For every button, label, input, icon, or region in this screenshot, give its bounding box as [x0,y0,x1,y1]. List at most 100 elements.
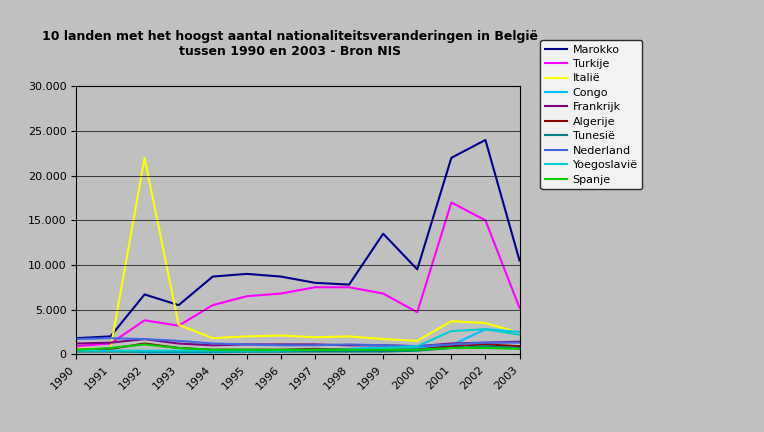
Marokko [413,267,422,272]
Marokko [345,282,354,287]
Tunesië [515,346,524,351]
Turkije [345,285,354,290]
Congo [515,329,524,334]
Tunesië [379,349,388,354]
Marokko [310,280,319,286]
Nederland [208,341,217,346]
Turkije [447,200,456,205]
Yoegoslavië [481,327,490,332]
Line: Yoegoslavië: Yoegoslavië [76,329,520,351]
Line: Tunesië: Tunesië [76,346,520,352]
Spanje [413,347,422,353]
Frankrijk [208,343,217,348]
Marokko [379,231,388,236]
Line: Marokko: Marokko [76,140,520,338]
Congo [447,343,456,348]
Algerije [106,346,115,352]
Italië [379,337,388,342]
Turkije [140,318,149,323]
Turkije [515,305,524,311]
Algerije [481,342,490,347]
Turkije [174,323,183,328]
Algerije [242,347,251,353]
Algerije [174,346,183,351]
Italië [72,346,81,352]
Spanje [106,346,115,351]
Italië [447,319,456,324]
Turkije [208,302,217,308]
Spanje [208,347,217,353]
Marokko [174,302,183,308]
Yoegoslavië [140,348,149,353]
Nederland [515,340,524,345]
Turkije [106,341,115,346]
Tunesië [140,349,149,354]
Marokko [208,274,217,279]
Italië [515,330,524,335]
Italië [277,333,286,338]
Yoegoslavië [413,343,422,349]
Italië [242,334,251,339]
Algerije [413,347,422,353]
Algerije [447,343,456,349]
Tunesië [310,349,319,354]
Frankrijk [379,343,388,348]
Yoegoslavië [310,347,319,353]
Congo [310,348,319,353]
Algerije [208,347,217,353]
Marokko [140,292,149,297]
Congo [481,327,490,332]
Congo [277,349,286,354]
Tunesië [174,349,183,354]
Nederland [72,337,81,342]
Frankrijk [515,339,524,344]
Legend: Marokko, Turkije, Italië, Congo, Frankrijk, Algerije, Tunesië, Nederland, Yoegos: Marokko, Turkije, Italië, Congo, Frankri… [540,40,643,189]
Algerije [345,347,354,353]
Nederland [174,338,183,343]
Yoegoslavië [72,348,81,353]
Tunesië [277,349,286,354]
Nederland [277,343,286,348]
Line: Nederland: Nederland [76,338,520,346]
Turkije [72,343,81,349]
Turkije [277,291,286,296]
Tunesië [413,348,422,353]
Algerije [310,346,319,352]
Nederland [310,343,319,348]
Frankrijk [72,341,81,346]
Yoegoslavië [277,348,286,353]
Tunesië [345,349,354,354]
Frankrijk [413,343,422,349]
Marokko [277,274,286,279]
Turkije [379,291,388,296]
Yoegoslavië [242,348,251,353]
Spanje [345,347,354,353]
Yoegoslavië [515,332,524,337]
Nederland [106,336,115,341]
Congo [208,350,217,355]
Nederland [481,340,490,345]
Nederland [447,342,456,347]
Line: Spanje: Spanje [76,344,520,350]
Marokko [106,334,115,339]
Yoegoslavië [174,348,183,353]
Line: Frankrijk: Frankrijk [76,339,520,346]
Tunesië [106,349,115,354]
Spanje [277,347,286,353]
Congo [379,344,388,349]
Frankrijk [106,340,115,345]
Marokko [481,137,490,143]
Tunesië [242,349,251,354]
Congo [174,350,183,355]
Nederland [413,343,422,349]
Frankrijk [277,342,286,347]
Line: Congo: Congo [76,329,520,353]
Text: 10 landen met het hoogst aantal nationaliteitsveranderingen in België
tussen 199: 10 landen met het hoogst aantal national… [42,30,539,58]
Congo [345,346,354,352]
Italië [310,335,319,340]
Marokko [447,155,456,160]
Congo [140,350,149,355]
Yoegoslavië [379,346,388,351]
Spanje [140,342,149,347]
Spanje [379,347,388,353]
